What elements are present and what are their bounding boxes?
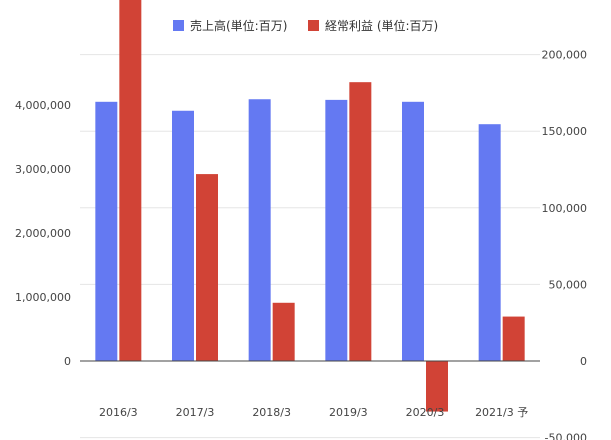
bars [95,0,525,412]
right-axis-ticks: -50,000050,000100,000150,000200,000250,0… [542,49,588,440]
legend: 売上高(単位:百万) 経常利益 (単位:百万) [173,18,438,33]
gridlines [80,54,540,439]
left-axis-ticks: 0 1,000,000 2,000,000 3,000,000 4,000,000 [15,99,71,368]
legend-label-ordinary-profit: 経常利益 (単位:百万) [325,18,438,33]
x-axis-tick-label: 2017/3 [176,406,215,419]
left-axis-tick-label: 4,000,000 [15,99,71,112]
bar-ordinary-profit [502,316,525,361]
right-axis-tick-label: 0 [580,355,587,368]
x-axis-tick-label: 2018/3 [252,406,291,419]
x-axis-tick-label: 2016/3 [99,406,138,419]
x-axis-tick-label: 2020/3 [406,406,445,419]
x-axis-tick-label: 2019/3 [329,406,368,419]
x-axis-ticks: 2016/3 2017/3 2018/3 2019/3 2020/3 2021/3 予 [99,406,528,419]
legend-swatch-ordinary-profit [308,20,319,31]
left-axis-tick-label: 1,000,000 [15,291,71,304]
bar-ordinary-profit [272,302,295,361]
right-axis-tick-label: 150,000 [542,125,588,138]
bar-sales [95,101,118,362]
bar-sales [402,101,424,362]
bar-sales [478,124,501,361]
legend-label-sales: 売上高(単位:百万) [190,18,287,33]
left-axis-tick-label: 3,000,000 [15,163,71,176]
x-axis-tick-label: 2021/3 予 [475,406,528,419]
right-axis-tick-label: 100,000 [542,202,588,215]
bar-sales [172,110,194,361]
left-axis-tick-label: 2,000,000 [15,227,71,240]
bar-ordinary-profit [426,361,448,412]
bar-ordinary-profit [196,174,218,361]
legend-swatch-sales [173,20,184,31]
bar-ordinary-profit [349,82,372,362]
right-axis-tick-label: 200,000 [542,49,588,62]
right-axis-tick-label: 50,000 [549,278,588,291]
bar-ordinary-profit [119,0,142,362]
bar-sales [248,99,271,362]
bar-sales [325,99,348,361]
left-axis-tick-label: 0 [64,355,71,368]
right-axis-tick-label: -50,000 [545,432,587,440]
